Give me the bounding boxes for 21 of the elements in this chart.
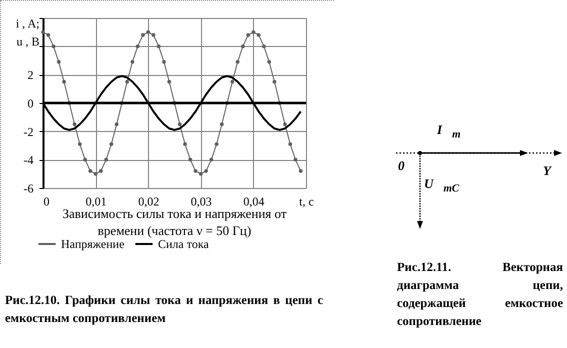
legend-label: Сила тока (158, 237, 210, 251)
x-tick-label: 0 (44, 194, 50, 208)
legend-label: Напряжение (61, 237, 124, 251)
text: I⃗$_{m}$ (437, 122, 461, 141)
text: 0 (398, 158, 404, 174)
y-axis-title: i , A; u , B (16, 16, 40, 48)
x-tick-label: 0,03 (190, 194, 212, 208)
text: Зависимость силы тока и напряжения от времени (частота ν = 50 Гц) (62, 206, 287, 238)
y-tick-label: -6 (24, 182, 34, 196)
y-tick-label: 2 (28, 68, 34, 82)
text: U⃗$_{mC}$ (424, 176, 460, 195)
y-tick-label: -2 (24, 124, 34, 139)
text: Y (543, 163, 551, 179)
x-tick-label: 0,02 (138, 194, 160, 208)
text: Рис.12.11. Векторная диаграмма цепи, содержащей емкостное сопротивление (397, 259, 563, 330)
x-tick-label: 0,04 (243, 194, 264, 208)
x-axis-title: t, c (299, 194, 314, 208)
y-tick-label: -4 (24, 153, 34, 168)
text: Рис.12.10. Графики силы тока и напряжения в цепи с емкостным сопротивлением (5, 292, 323, 327)
y-tick-label: 0 (28, 96, 34, 110)
x-tick-label: 0,01 (86, 194, 107, 208)
